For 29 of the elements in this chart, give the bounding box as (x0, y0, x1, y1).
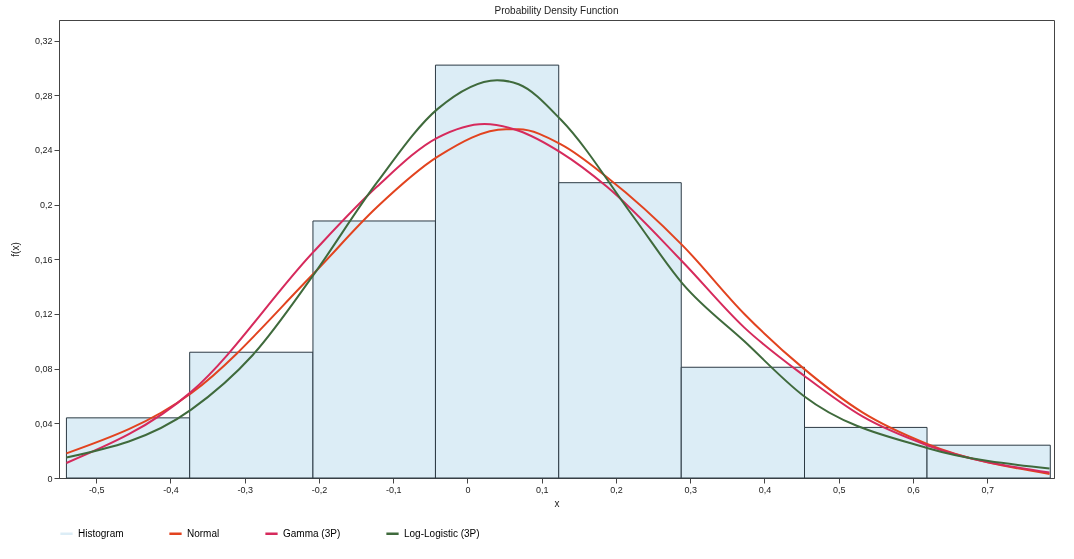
x-tick-label: 0,4 (758, 484, 772, 495)
x-tick-label: -0,3 (237, 484, 253, 495)
y-tick-label: 0,04 (34, 418, 53, 429)
y-tick-label: 0 (47, 473, 53, 484)
x-tick-label: 0,5 (832, 484, 846, 495)
y-tick-label: 0,28 (34, 90, 53, 101)
y-tick-label: 0,12 (34, 309, 53, 320)
x-tick-label: 0,3 (684, 484, 697, 495)
y-tick-label: 0,16 (34, 254, 53, 265)
x-tick-label: -0,2 (311, 484, 328, 495)
x-tick-label: 0,2 (610, 484, 623, 495)
legend-label: Log-Logistic (3P) (404, 527, 480, 539)
x-tick-label: -0,4 (163, 484, 179, 495)
x-tick-label: 0,6 (907, 484, 920, 495)
legend-label: Normal (187, 527, 220, 539)
y-tick-label: 0,08 (34, 364, 53, 375)
x-axis-title: x (554, 497, 560, 509)
y-tick-label: 0,24 (34, 145, 53, 156)
x-tick-label: 0,1 (535, 484, 549, 495)
x-tick-label: 0 (465, 484, 471, 495)
legend-label: Gamma (3P) (283, 527, 341, 539)
x-tick-label: 0,7 (981, 484, 994, 495)
x-tick-label: -0,1 (385, 484, 402, 495)
x-tick-label: -0,5 (88, 484, 105, 495)
chart-title: Probability Density Function (494, 5, 619, 16)
legend-label: Histogram (78, 527, 124, 539)
y-tick-label: 0,32 (34, 36, 53, 47)
y-tick-label: 0,2 (39, 200, 53, 211)
y-axis-title: f(x) (9, 242, 21, 257)
